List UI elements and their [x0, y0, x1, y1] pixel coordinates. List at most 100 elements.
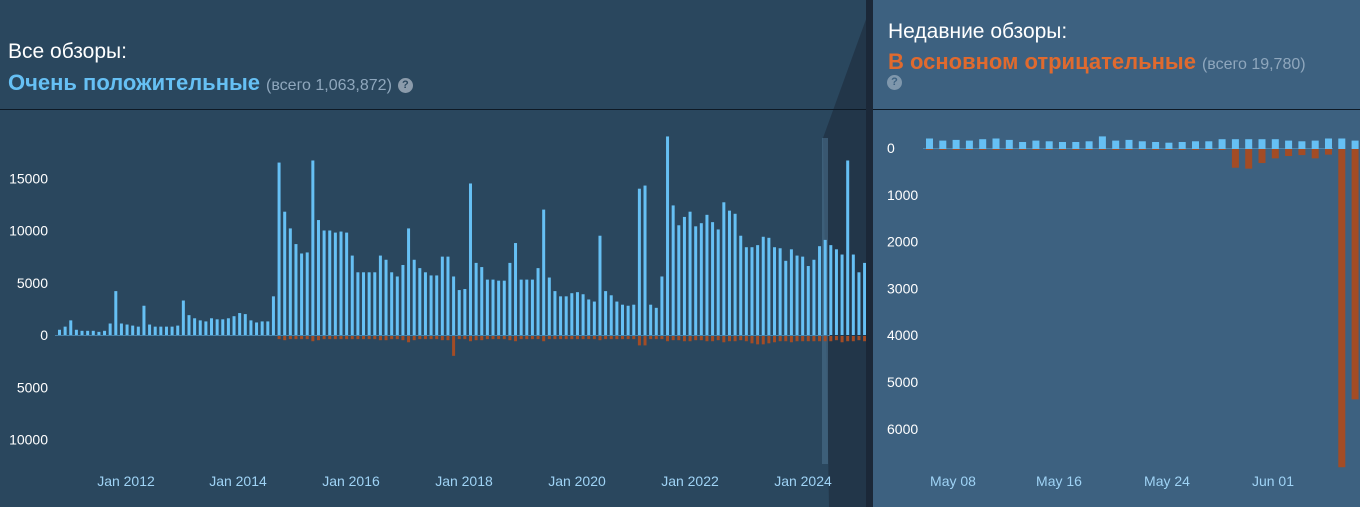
negative-bar [834, 336, 838, 341]
help-icon[interactable]: ? [887, 75, 902, 90]
overall-rating[interactable]: Очень положительные (всего 1,063,872)? [8, 70, 413, 96]
positive-bar [322, 230, 326, 335]
help-icon[interactable]: ? [397, 78, 413, 93]
positive-bar [581, 294, 585, 335]
recent-rating[interactable]: В основном отрицательные (всего 19,780) [888, 49, 1306, 75]
positive-bar [1192, 141, 1199, 149]
positive-bar [615, 301, 619, 335]
negative-bar [452, 336, 456, 356]
positive-bar [727, 210, 731, 335]
positive-bar [688, 211, 692, 335]
positive-bar [148, 324, 152, 335]
negative-bar [502, 336, 506, 340]
positive-bar [294, 244, 298, 335]
positive-bar [1072, 142, 1080, 149]
negative-bar [1019, 149, 1027, 150]
negative-bar [440, 336, 444, 341]
negative-bar [536, 336, 540, 340]
negative-bar [926, 149, 933, 150]
negative-bar [621, 336, 624, 340]
negative-bar [939, 149, 947, 150]
negative-bar [1325, 149, 1332, 155]
negative-bar [1205, 149, 1213, 150]
negative-bar [480, 336, 484, 341]
positive-bar [767, 237, 771, 335]
positive-bar [514, 243, 518, 335]
positive-bar [356, 272, 360, 335]
y-tick-label: 10000 [9, 432, 48, 448]
negative-bar [1192, 149, 1199, 150]
positive-bar [992, 138, 1000, 149]
negative-bar [435, 336, 439, 340]
negative-bar [851, 336, 855, 342]
positive-bar [587, 299, 591, 335]
negative-bar [1165, 149, 1173, 150]
negative-bar [750, 336, 754, 344]
positive-bar [114, 291, 118, 335]
negative-bar [744, 336, 748, 342]
positive-bar [1205, 141, 1213, 149]
recent-rating-text[interactable]: В основном отрицательные [888, 49, 1196, 74]
negative-bar [587, 336, 591, 340]
overall-label: Все обзоры: [8, 40, 127, 63]
negative-bar [367, 336, 371, 340]
negative-bar [773, 336, 777, 343]
positive-bar [939, 140, 947, 149]
header-divider [0, 109, 866, 110]
negative-bar [801, 336, 805, 342]
positive-bar [429, 275, 433, 335]
positive-bar [801, 256, 805, 335]
positive-bar [345, 232, 349, 335]
positive-bar [575, 292, 579, 335]
negative-bar [491, 336, 495, 340]
negative-bar [1218, 149, 1226, 150]
positive-bar [271, 296, 275, 335]
negative-bar [1059, 149, 1066, 150]
negative-bar [654, 336, 658, 340]
positive-bar [750, 247, 754, 335]
negative-bar [598, 336, 602, 341]
negative-bar [711, 336, 715, 342]
positive-bar [542, 209, 546, 335]
negative-bar [1005, 149, 1013, 150]
positive-bar [778, 248, 782, 335]
positive-bar [553, 291, 557, 335]
positive-bar [58, 329, 61, 335]
positive-bar [221, 319, 225, 335]
positive-bar [851, 254, 855, 335]
negative-bar [727, 336, 731, 342]
negative-bar [542, 336, 546, 342]
positive-bar [333, 232, 337, 335]
negative-bar [575, 336, 579, 340]
negative-bar [474, 336, 478, 341]
positive-bar [773, 247, 777, 335]
recent-reviews-panel [873, 0, 1360, 507]
positive-bar [739, 235, 743, 335]
positive-bar [570, 293, 574, 335]
x-tick-label: Jan 2024 [774, 473, 832, 489]
positive-bar [485, 279, 489, 335]
positive-bar [384, 259, 388, 335]
positive-bar [1112, 140, 1120, 149]
positive-bar [463, 289, 467, 335]
recent-reviews-chart[interactable]: 0 1000 2000 3000 4000 5000 6000 May 08 May 16 May… [873, 110, 1360, 507]
negative-bar [322, 336, 326, 340]
positive-bar [367, 272, 371, 335]
positive-bar [457, 290, 461, 335]
negative-bar [384, 336, 388, 341]
negative-bar [570, 336, 574, 340]
positive-bar [1351, 140, 1359, 149]
y-tick-label: 3000 [887, 280, 918, 296]
positive-bar [249, 320, 253, 335]
overall-rating-text[interactable]: Очень положительные [8, 70, 261, 95]
recent-count: (всего 19,780) [1201, 56, 1306, 73]
negative-bar [418, 336, 422, 340]
overall-reviews-chart[interactable]: 0 5000 10000 15000 5000 10000 Jan 2012 Jan 2014… [0, 110, 866, 507]
negative-bar [277, 336, 281, 340]
negative-bar [294, 336, 298, 340]
positive-bar [350, 255, 354, 335]
positive-bar [1005, 139, 1013, 149]
y-tick-label: 0 [887, 140, 895, 156]
positive-bar [536, 268, 540, 335]
positive-bar [142, 305, 146, 335]
